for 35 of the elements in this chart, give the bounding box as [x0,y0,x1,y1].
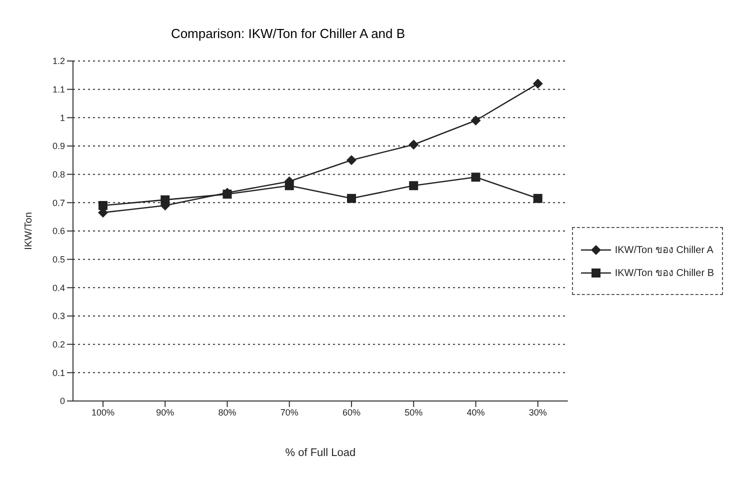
y-tick-label: 0.7 [52,198,65,208]
y-tick-label: 0.5 [52,254,65,265]
y-tick-label: 0.4 [52,282,65,293]
point [409,181,418,190]
y-tick-label: 0.9 [52,141,65,152]
y-tick-label: 0.6 [52,226,65,236]
point [533,194,542,203]
y-tick-label: 1.2 [52,56,65,66]
point [408,140,419,150]
x-axis-title: % of Full Load [285,447,356,459]
x-tick-label: 60% [342,407,360,418]
point [346,194,356,203]
point [346,155,356,166]
point [532,78,543,89]
y-tick-label: 1.1 [52,84,65,95]
x-tick-label: 40% [466,407,485,418]
chart-title: Comparison: IKW/Ton for Chiller A and B [170,25,406,43]
point [98,201,108,210]
x-tick-label: 80% [218,407,236,418]
point [471,172,480,182]
legend-label: IKW/Ton ของ Chiller B [614,267,714,280]
legend-label: IKW/Ton ของ Chiller A [614,244,714,257]
y-tick-label: 0.2 [52,340,65,350]
x-tick-label: 50% [404,407,423,418]
x-tick-label: 90% [156,407,174,418]
y-tick-label: 0.3 [52,311,65,322]
point [470,116,481,126]
x-tick-label: 30% [528,407,547,418]
y-tick-label: 0 [60,396,65,406]
x-tick-label: 70% [280,407,298,418]
x-tick-label: 100% [91,407,115,418]
y-tick-label: 1 [60,112,65,123]
y-tick-label: 0.1 [52,368,65,378]
y-axis-title: IKW/Ton [24,212,35,250]
y-tick-label: 0.8 [52,170,65,180]
